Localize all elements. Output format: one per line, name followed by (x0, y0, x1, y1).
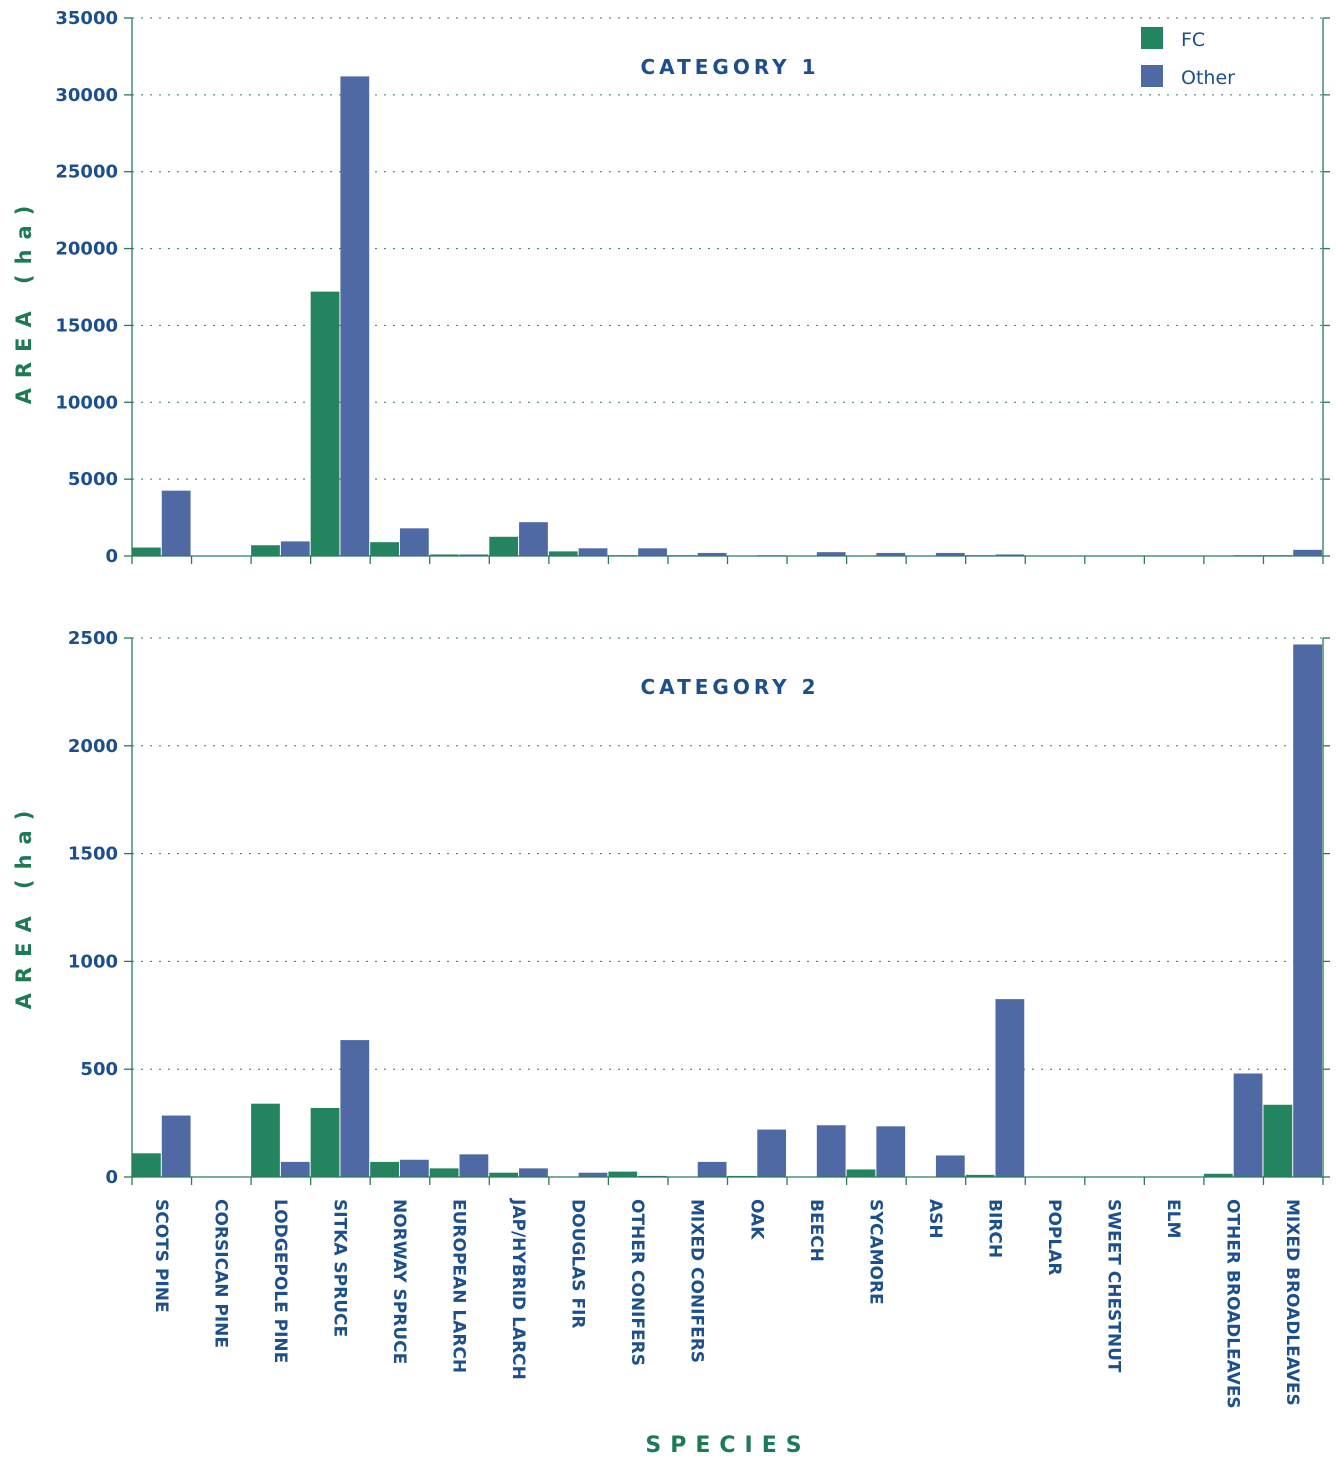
bar-fc (608, 1171, 638, 1177)
bar-other (757, 1129, 787, 1177)
bar-other (519, 1168, 548, 1177)
bar-fc (370, 1161, 399, 1177)
x-tick-label: MIXED BROADLEAVES (1282, 1199, 1302, 1406)
bar-other (935, 552, 965, 556)
bar-fc (132, 1153, 161, 1177)
bar-other (340, 1040, 370, 1177)
x-tick-label: OTHER BROADLEAVES (1223, 1199, 1243, 1409)
y-tick-label: 5000 (68, 469, 118, 490)
bar-fc (310, 1108, 340, 1177)
chart-title-category-2: CATEGORY 2 (641, 675, 820, 699)
y-tick-label: 2500 (68, 628, 118, 649)
x-tick-label: OTHER CONIFERS (627, 1199, 647, 1366)
y-tick-label: 15000 (55, 315, 118, 336)
legend-label-fc: FC (1181, 29, 1205, 51)
bar-other (161, 490, 191, 556)
y-tick-label: 0 (105, 546, 118, 567)
x-tick-label: POPLAR (1044, 1199, 1064, 1275)
y-axis-label-1: AREA (ha) (12, 196, 36, 405)
x-tick-label: JAP/HYBRID LARCH (508, 1198, 528, 1380)
bar-other (995, 999, 1025, 1177)
chart-title-category-1: CATEGORY 1 (641, 55, 820, 79)
x-tick-label: ASH (925, 1199, 945, 1239)
bar-fc (370, 542, 399, 556)
x-tick-label: SYCAMORE (865, 1199, 885, 1305)
y-tick-label: 10000 (55, 392, 118, 413)
bar-other (1293, 644, 1322, 1177)
bar-fc (965, 1174, 995, 1177)
legend-swatch-other (1141, 65, 1163, 87)
legend-swatch-fc (1141, 27, 1163, 49)
bar-fc (132, 547, 161, 556)
bar-other (995, 554, 1025, 556)
bar-other (935, 1155, 965, 1177)
x-tick-label: BIRCH (984, 1199, 1004, 1258)
x-tick-label: SCOTS PINE (151, 1199, 171, 1313)
y-tick-label: 35000 (55, 8, 118, 29)
y-tick-label: 20000 (55, 239, 118, 260)
y-tick-label: 0 (105, 1167, 118, 1188)
bar-fc (489, 536, 519, 556)
bar-other (816, 1125, 846, 1177)
bar-fc (1263, 1104, 1293, 1177)
x-tick-label: SITKA SPRUCE (329, 1199, 349, 1337)
x-tick-label: LODGEPOLE PINE (270, 1199, 290, 1363)
bar-other (519, 522, 548, 556)
x-tick-label: DOUGLAS FIR (568, 1199, 588, 1329)
category-1-panel: 0 5000 10000 15000 20000 25000 30000 35000 CATE… (12, 8, 1330, 567)
bar-other (816, 552, 846, 556)
bar-fc (429, 1168, 459, 1177)
bar-other (578, 1172, 608, 1177)
x-tick-label: BEECH (806, 1199, 826, 1262)
category-2-panel: 0 500 1000 1500 2000 2500 SCOTS PINE CORSICAN … (12, 628, 1330, 1409)
bar-other (578, 548, 608, 556)
x-axis-label: SPECIES (645, 1433, 810, 1458)
y-tick-label: 500 (80, 1059, 118, 1080)
bar-other (1293, 549, 1322, 556)
bar-other (459, 554, 489, 556)
bar-other (340, 76, 370, 556)
y-tick-label: 2000 (68, 736, 118, 757)
y-tick-label: 30000 (55, 85, 118, 106)
bar-other (638, 548, 667, 556)
y-tick-label: 1000 (68, 951, 118, 972)
bar-other (399, 528, 429, 556)
bar-other (697, 552, 727, 556)
bar-other (280, 1161, 310, 1177)
bar-other (876, 552, 906, 556)
y-tick-label: 1500 (68, 844, 118, 865)
bar-fc (251, 1103, 280, 1177)
bar-fc (1203, 1173, 1233, 1177)
x-tick-label: CORSICAN PINE (210, 1199, 230, 1348)
bar-fc (846, 1169, 876, 1177)
bar-other (697, 1161, 727, 1177)
bar-other (161, 1115, 191, 1177)
bar-other (399, 1159, 429, 1177)
x-tick-label: ELM (1163, 1199, 1183, 1238)
bar-fc (310, 291, 340, 556)
bar-other (280, 541, 310, 556)
bar-fc (489, 1172, 519, 1177)
legend-label-other: Other (1181, 67, 1235, 89)
x-tick-label: SWEET CHESTNUT (1104, 1199, 1124, 1373)
x-tick-label: MIXED CONIFERS (687, 1199, 707, 1363)
bar-fc (251, 545, 280, 556)
bar-other (1233, 1073, 1263, 1177)
x-tick-label: EUROPEAN LARCH (449, 1199, 469, 1373)
y-axis-label-2: AREA (ha) (12, 801, 36, 1010)
x-tick-label: OAK (746, 1199, 766, 1240)
legend: FC Other (1141, 27, 1235, 89)
x-tick-label: NORWAY SPRUCE (389, 1199, 409, 1364)
bar-other (459, 1154, 489, 1177)
bar-other (876, 1126, 906, 1177)
bar-fc (429, 554, 459, 556)
bar-fc (548, 551, 578, 556)
y-tick-label: 25000 (55, 162, 118, 183)
